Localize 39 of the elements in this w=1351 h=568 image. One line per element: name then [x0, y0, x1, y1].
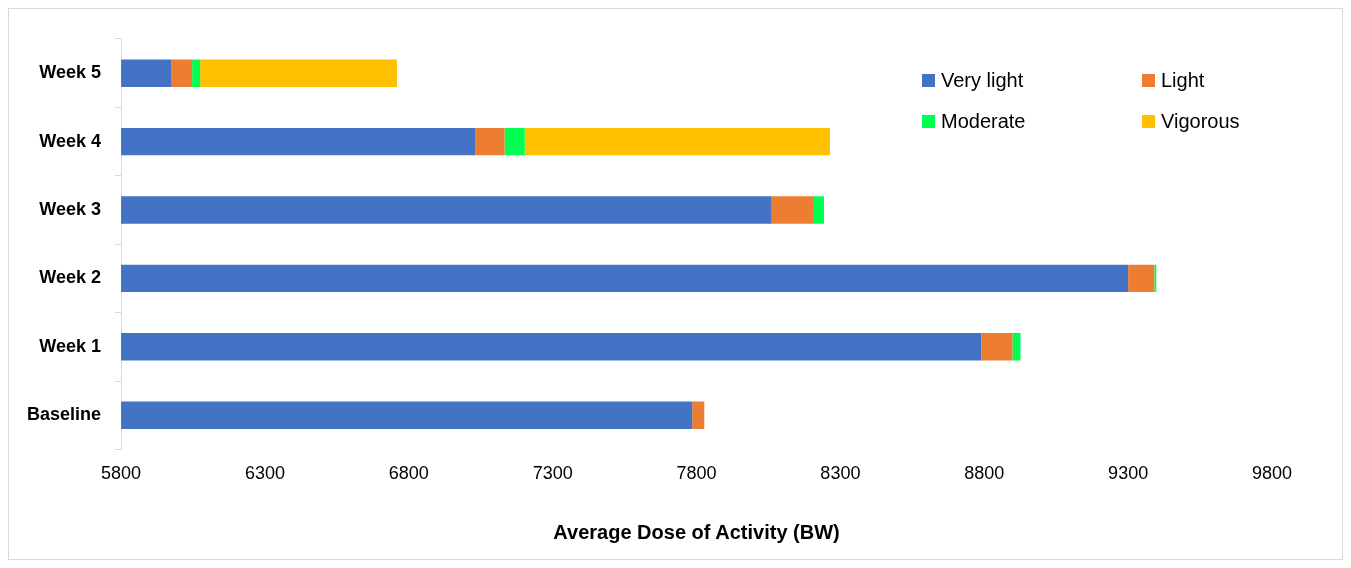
- bar: [504, 127, 525, 156]
- x-tick-label: 7800: [676, 463, 717, 484]
- bar: [121, 127, 476, 156]
- bar: [121, 401, 693, 429]
- x-tick-label: 6300: [244, 463, 285, 484]
- bar: [192, 59, 201, 87]
- x-axis-title: Average Dose of Activity (BW): [553, 520, 840, 543]
- x-tick-label: 5800: [101, 463, 142, 484]
- bar: [813, 196, 824, 224]
- bar: [524, 127, 831, 156]
- x-tick-label: 8800: [964, 463, 1005, 484]
- bar: [171, 59, 193, 87]
- legend-label: Very light: [941, 69, 1024, 92]
- bar: [1012, 333, 1021, 361]
- bar: [771, 196, 814, 224]
- bar: [1154, 264, 1157, 293]
- bar: [121, 59, 172, 87]
- x-tick-label: 9800: [1251, 463, 1293, 484]
- y-tick-label: Week 2: [39, 267, 102, 288]
- bar: [200, 59, 397, 87]
- bar: [121, 264, 1129, 293]
- x-tick-label: 7300: [532, 463, 573, 484]
- bar: [1128, 264, 1155, 293]
- y-tick-label: Baseline: [26, 404, 102, 425]
- bar: [121, 333, 982, 361]
- bar: [692, 401, 705, 429]
- bar: [475, 127, 505, 156]
- legend-label: Light: [1161, 69, 1205, 92]
- bar: [121, 196, 772, 224]
- y-tick-label: Week 1: [39, 335, 102, 356]
- x-tick-label: 9300: [1108, 463, 1149, 484]
- x-tick-label: 6800: [388, 463, 429, 484]
- y-tick-label: Week 3: [39, 198, 102, 219]
- legend-label: Moderate: [941, 110, 1026, 133]
- legend-label: Vigorous: [1161, 110, 1240, 133]
- y-tick-label: Week 4: [39, 130, 102, 151]
- bar: [981, 333, 1013, 361]
- y-tick-label: Week 5: [39, 62, 102, 83]
- x-tick-label: 8300: [820, 463, 861, 484]
